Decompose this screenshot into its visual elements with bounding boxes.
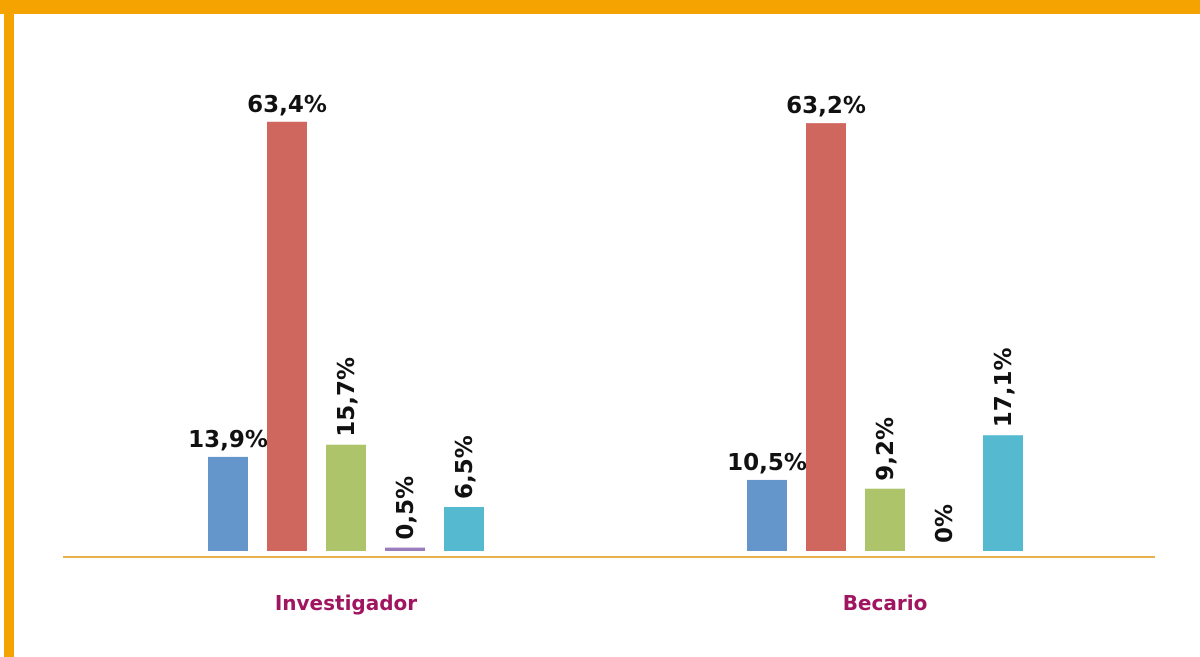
bar — [385, 547, 425, 551]
value-label: 0,5% — [393, 476, 419, 540]
value-label: 9,2% — [873, 417, 899, 481]
bar — [444, 506, 484, 551]
bar — [865, 488, 905, 551]
bar — [983, 435, 1023, 551]
bar — [208, 456, 248, 551]
value-label: 63,4% — [247, 92, 327, 118]
bar — [326, 444, 366, 551]
value-label: 63,2% — [786, 93, 866, 119]
value-label: 17,1% — [991, 347, 1017, 427]
bar — [267, 121, 307, 552]
frame-top — [0, 0, 1200, 14]
frame-left — [4, 0, 14, 657]
x-tick-label: Investigador — [275, 591, 417, 615]
value-label: 6,5% — [452, 435, 478, 499]
bar — [806, 123, 846, 552]
value-label: 10,5% — [727, 450, 807, 476]
value-label: 13,9% — [188, 427, 268, 453]
x-tick-label: Becario — [843, 591, 928, 615]
value-label: 15,7% — [334, 357, 360, 437]
value-label: 0% — [932, 504, 958, 543]
bar — [747, 479, 787, 551]
